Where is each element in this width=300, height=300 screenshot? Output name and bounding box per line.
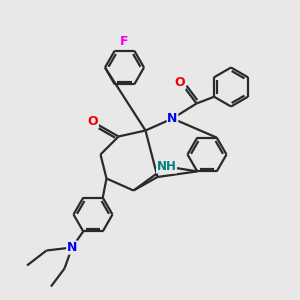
Text: O: O xyxy=(175,76,185,89)
Text: N: N xyxy=(67,241,77,254)
Text: NH: NH xyxy=(157,160,176,173)
Text: O: O xyxy=(88,115,98,128)
Text: F: F xyxy=(120,35,129,48)
Text: N: N xyxy=(167,112,178,125)
